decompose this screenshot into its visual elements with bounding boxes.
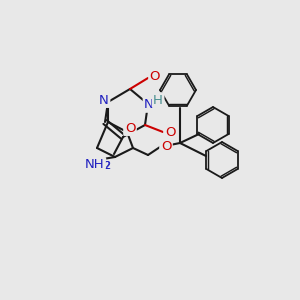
Text: N: N — [99, 94, 109, 106]
Text: 2: 2 — [104, 161, 110, 171]
Text: H: H — [153, 94, 163, 106]
Text: N: N — [144, 98, 154, 110]
Text: H: H — [153, 94, 163, 107]
Text: O: O — [125, 122, 135, 134]
Text: O: O — [165, 125, 175, 139]
Text: O: O — [165, 125, 175, 139]
Text: 2: 2 — [104, 161, 110, 171]
Text: O: O — [161, 140, 171, 152]
Text: NH: NH — [85, 158, 105, 172]
Text: O: O — [150, 70, 160, 83]
Text: O: O — [161, 140, 171, 152]
Text: NH: NH — [85, 158, 105, 172]
Text: O: O — [150, 70, 160, 83]
Text: N: N — [144, 98, 154, 112]
Text: N: N — [99, 94, 109, 106]
Text: O: O — [125, 122, 135, 134]
